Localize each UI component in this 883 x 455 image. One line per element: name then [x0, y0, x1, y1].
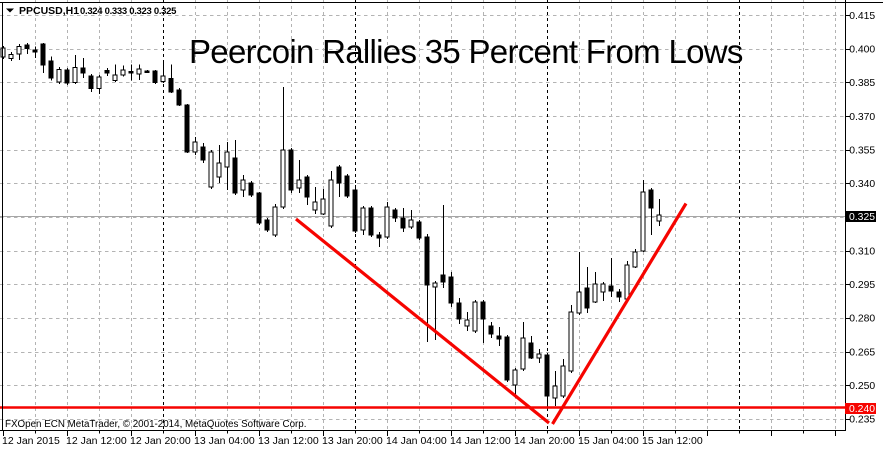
svg-text:15 Jan 04:00: 15 Jan 04:00: [578, 435, 639, 447]
svg-text:0.325: 0.325: [849, 212, 875, 223]
svg-text:0.250: 0.250: [849, 381, 875, 392]
svg-text:0.310: 0.310: [849, 246, 875, 257]
svg-text:15 Jan 12:00: 15 Jan 12:00: [642, 435, 703, 447]
svg-text:12 Jan 20:00: 12 Jan 20:00: [130, 435, 191, 447]
svg-text:14 Jan 04:00: 14 Jan 04:00: [386, 435, 447, 447]
svg-text:13 Jan 04:00: 13 Jan 04:00: [194, 435, 255, 447]
svg-text:0.324 0.333 0.323 0.325: 0.324 0.333 0.323 0.325: [80, 6, 177, 17]
svg-text:13 Jan 20:00: 13 Jan 20:00: [322, 435, 383, 447]
svg-text:0.265: 0.265: [849, 347, 875, 358]
svg-text:Peercoin Rallies 35 Percent Fr: Peercoin Rallies 35 Percent From Lows: [189, 33, 743, 70]
svg-text:0.295: 0.295: [849, 280, 875, 291]
svg-text:0.240: 0.240: [849, 404, 875, 415]
svg-text:12 Jan 12:00: 12 Jan 12:00: [66, 435, 127, 447]
svg-text:13 Jan 12:00: 13 Jan 12:00: [258, 435, 319, 447]
svg-text:0.415: 0.415: [849, 11, 875, 22]
svg-text:0.400: 0.400: [849, 44, 875, 55]
svg-text:PPCUSD,H1: PPCUSD,H1: [19, 5, 79, 17]
svg-text:0.340: 0.340: [849, 179, 875, 190]
svg-text:14 Jan 12:00: 14 Jan 12:00: [450, 435, 511, 447]
svg-text:12 Jan 2015: 12 Jan 2015: [2, 435, 60, 447]
svg-text:0.235: 0.235: [849, 415, 875, 426]
svg-text:0.370: 0.370: [849, 112, 875, 123]
svg-text:0.385: 0.385: [849, 78, 875, 89]
svg-text:0.280: 0.280: [849, 314, 875, 325]
svg-text:14 Jan 20:00: 14 Jan 20:00: [514, 435, 575, 447]
svg-text:FXOpen ECN MetaTrader, © 2001-: FXOpen ECN MetaTrader, © 2001-2014, Meta…: [5, 419, 306, 430]
svg-text:0.355: 0.355: [849, 145, 875, 156]
